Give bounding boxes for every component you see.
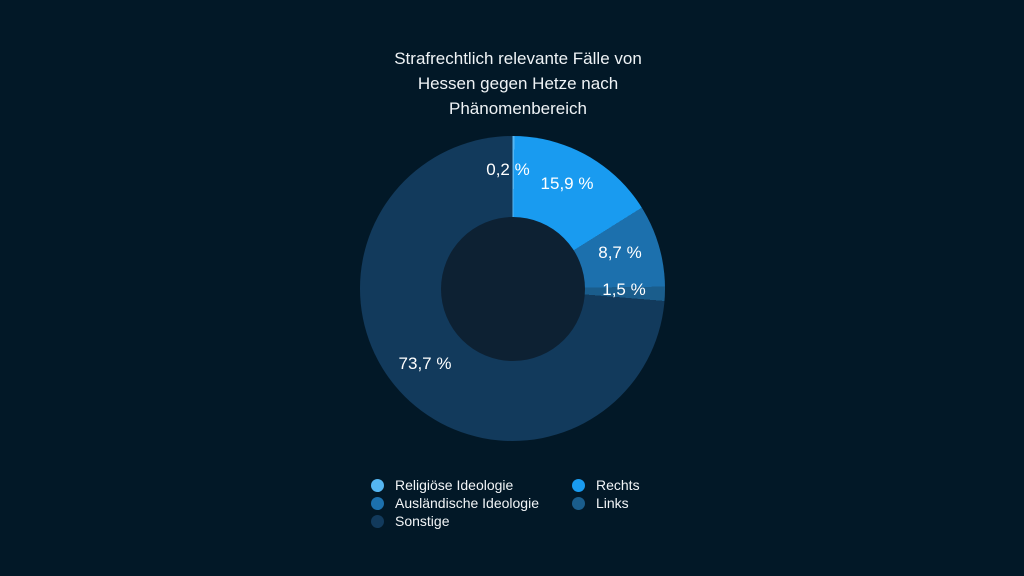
legend-label-sonstige: Sonstige	[395, 513, 450, 529]
slice-label-religioese-ideologie: 0,2 %	[486, 160, 530, 179]
chart-title: Strafrechtlich relevante Fälle von Hesse…	[368, 46, 668, 121]
legend-column-2: Rechts Links	[572, 476, 640, 512]
legend-dot-links	[572, 496, 585, 510]
legend-item-religioese-ideologie: Religiöse Ideologie	[371, 476, 539, 494]
legend-dot-sonstige	[371, 514, 384, 528]
legend-dot-religioese-ideologie	[371, 478, 384, 492]
legend-dot-rechts	[572, 478, 585, 492]
legend-label-links: Links	[596, 495, 629, 511]
legend-column-1: Religiöse Ideologie Ausländische Ideolog…	[371, 476, 539, 530]
donut-chart	[360, 136, 665, 441]
chart-title-line-2: Hessen gegen Hetze nach	[417, 74, 619, 93]
slice-label-links: 1,5 %	[602, 280, 646, 299]
slice-label-sonstige: 73,7 %	[398, 354, 452, 373]
slice-label-rechts: 15,9 %	[540, 174, 594, 193]
legend-item-rechts: Rechts	[572, 476, 640, 494]
legend-item-links: Links	[572, 494, 640, 512]
chart-title-line-3: Phänomenbereich	[449, 99, 587, 118]
legend-label-religioese-ideologie: Religiöse Ideologie	[395, 477, 514, 493]
legend-dot-auslaendische-ideologie	[371, 496, 384, 510]
legend-item-auslaendische-ideologie: Ausländische Ideologie	[371, 494, 539, 512]
legend-label-auslaendische-ideologie: Ausländische Ideologie	[395, 495, 539, 511]
chart-title-line-1: Strafrechtlich relevante Fälle von	[394, 49, 642, 68]
slice-label-auslaendische-ideologie: 8,7 %	[598, 243, 642, 262]
donut-hole	[440, 216, 585, 361]
legend-label-rechts: Rechts	[596, 477, 640, 493]
legend-item-sonstige: Sonstige	[371, 512, 539, 530]
